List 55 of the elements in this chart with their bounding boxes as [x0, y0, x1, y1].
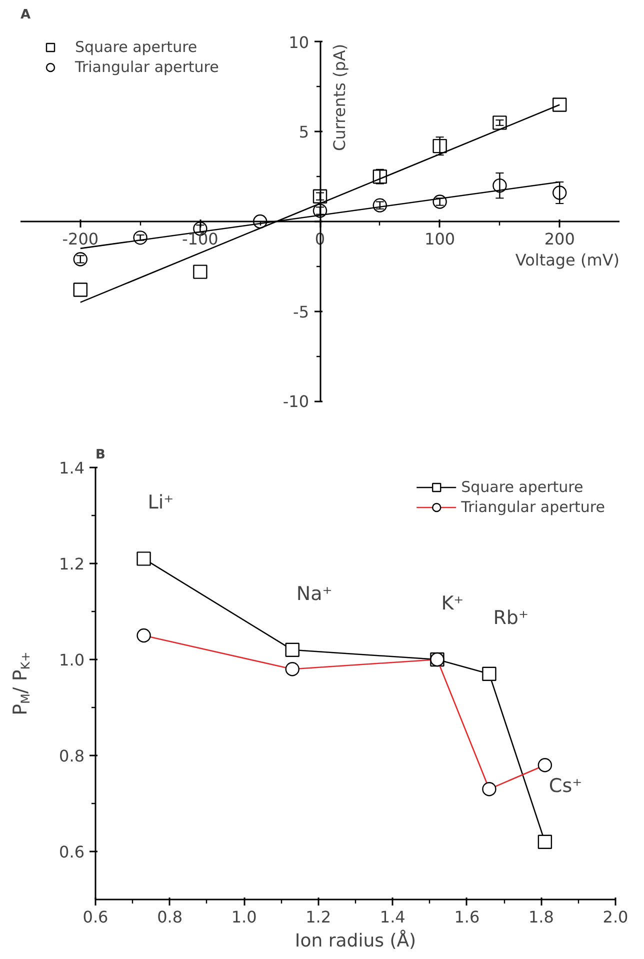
y-axis-title: Currents (pA) [330, 44, 349, 151]
x-tick-label: 0.8 [157, 908, 183, 926]
point [492, 178, 507, 193]
y-tick-label: 1.4 [59, 458, 85, 478]
point [253, 214, 268, 229]
x-tick-label: 100 [424, 230, 456, 248]
point [193, 264, 208, 279]
point [312, 204, 328, 218]
point [552, 98, 567, 112]
legend-label: Square aperture [75, 38, 198, 56]
point [133, 230, 148, 245]
chart-title: A [20, 8, 31, 22]
point [538, 834, 552, 849]
point [136, 552, 151, 566]
y-tick-label: 10 [288, 32, 309, 52]
x-axis-title: Voltage (mV) [515, 250, 620, 270]
x-tick-label: 200 [544, 230, 575, 248]
point [432, 194, 447, 209]
x-tick-label: 1.0 [231, 908, 257, 926]
x-tick-label: 1.6 [454, 908, 480, 926]
legend-label: Triangular aperture [461, 498, 605, 516]
x-axis-title: Ion radius (Å) [294, 930, 416, 952]
x-tick-label: 1.2 [306, 908, 332, 926]
point [482, 666, 496, 681]
point [492, 116, 507, 130]
x-tick-label: 2.0 [602, 908, 628, 926]
point [73, 282, 88, 297]
y-tick-label: -5 [293, 302, 309, 322]
point [73, 252, 88, 266]
y-tick-label: 5 [298, 122, 310, 142]
point [372, 169, 387, 184]
annotation: K⁺ [441, 592, 464, 614]
chart-title: B [96, 448, 106, 462]
x-tick-label: 1.8 [528, 908, 554, 926]
legend-label: Triangular aperture [75, 58, 219, 76]
y-tick-label: 1.2 [59, 554, 85, 574]
x-tick-label: 1.4 [380, 908, 406, 926]
point [372, 198, 387, 212]
y-tick-label: 1.0 [59, 650, 85, 670]
annotation: Li⁺ [148, 492, 174, 514]
point [312, 189, 328, 204]
annotation: Rb⁺ [493, 606, 529, 629]
y-axis-title: PM/ PK+ [10, 652, 32, 716]
point [285, 642, 300, 657]
y-tick-label: 0.6 [59, 842, 85, 862]
annotation: Na⁺ [296, 582, 332, 605]
y-tick-label: 0.8 [59, 746, 85, 766]
point [432, 138, 447, 154]
x-tick-label: -200 [62, 230, 99, 248]
x-tick-label: -100 [182, 230, 218, 248]
legend-label: Square aperture [461, 478, 584, 496]
point [552, 186, 567, 200]
y-tick-label: -10 [282, 392, 310, 412]
x-tick-label: 0.6 [82, 908, 108, 926]
annotation: Cs⁺ [548, 774, 582, 797]
